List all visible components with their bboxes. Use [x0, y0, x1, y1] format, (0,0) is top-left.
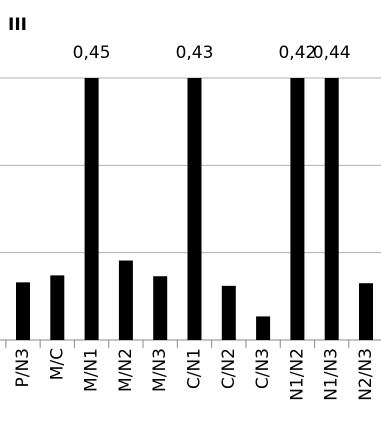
x-tick-label: M/N2 [116, 348, 136, 392]
x-tick-label: C/N3 [253, 348, 273, 389]
value-label: 0,45 [73, 43, 111, 63]
bar [16, 282, 30, 340]
bar [187, 78, 202, 340]
x-tick-label: N1/N3 [322, 348, 342, 401]
x-tick-label: C/N1 [185, 348, 205, 389]
x-tick-label: M/N3 [150, 348, 170, 392]
bar [118, 260, 133, 340]
x-tick-label: P/N3 [13, 348, 33, 388]
chart-title: III [8, 15, 27, 35]
bar [50, 275, 65, 340]
value-label: 0,42 [278, 43, 316, 63]
bar [256, 316, 271, 340]
x-tick-label: N2/N3 [356, 348, 376, 401]
value-label: 0,44 [313, 43, 351, 63]
bar [221, 285, 236, 340]
value-label: 0,43 [176, 43, 214, 63]
x-tick-label: N1/N2 [287, 348, 307, 401]
x-tick-label: M/C [47, 348, 67, 380]
bar [290, 78, 305, 340]
bar [84, 78, 99, 340]
bars [16, 78, 373, 340]
bar [153, 276, 168, 340]
bar [324, 78, 339, 340]
x-tick-label: C/N2 [219, 348, 239, 389]
x-tick-label: M/N1 [82, 348, 102, 392]
bar [359, 283, 373, 340]
